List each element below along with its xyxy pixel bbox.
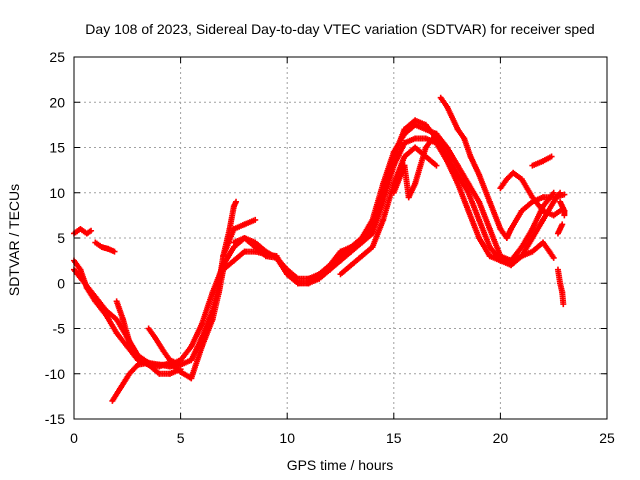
data-point-run — [241, 216, 259, 228]
data-point-run — [465, 180, 483, 205]
data-point-run — [476, 235, 493, 260]
series-track-7 — [390, 130, 440, 201]
y-tick-label: -5 — [53, 321, 66, 337]
data-point-run — [518, 176, 536, 201]
chart-title: Day 108 of 2023, Sidereal Day-to-day VTE… — [85, 21, 594, 37]
y-tick-label: 20 — [49, 94, 65, 110]
y-tick-label: 5 — [57, 230, 65, 246]
data-point-run — [358, 216, 376, 241]
data-point-run — [454, 162, 472, 187]
data-point-run — [166, 357, 184, 368]
data-point-run — [412, 144, 429, 187]
series-track-13 — [554, 266, 567, 308]
data-point-run — [152, 334, 167, 355]
data-point-run — [454, 171, 472, 196]
data-point-run — [550, 191, 568, 201]
series-track-6 — [337, 144, 440, 278]
data-point-run — [124, 343, 141, 364]
x-tick-label: 20 — [493, 430, 509, 446]
tick-labels: 0 5 10 15 20 25 -15 -10 -5 0 5 10 15 20 25 — [45, 49, 615, 446]
data-point-run — [369, 180, 387, 223]
data-point-run — [92, 298, 109, 318]
data-point-run — [188, 334, 205, 364]
y-tick-label: 0 — [57, 275, 65, 291]
series-track-15 — [92, 239, 118, 255]
data-point-run — [117, 370, 133, 391]
series-track-12 — [554, 221, 566, 237]
data-point-run — [540, 153, 555, 165]
data-point-run — [126, 339, 141, 359]
data-point-run — [518, 225, 536, 251]
y-tick-label: -15 — [45, 411, 65, 427]
data-point-run — [83, 227, 95, 237]
series-track-11 — [557, 198, 568, 219]
data-point-run — [444, 144, 461, 169]
data-point-run — [508, 207, 525, 232]
y-tick-label: 15 — [49, 140, 65, 156]
series-track-5 — [230, 135, 557, 287]
data-point-run — [326, 253, 344, 273]
data-point-run — [444, 103, 461, 133]
data-point-run — [422, 130, 440, 151]
y-axis-label: SDTVAR / TECUs — [6, 184, 22, 296]
data-point-run — [230, 198, 240, 210]
data-marks — [71, 94, 568, 404]
data-point-run — [390, 139, 408, 169]
data-point-run — [105, 245, 118, 255]
x-axis-label: GPS time / hours — [287, 457, 394, 473]
series-track-10 — [529, 153, 555, 169]
data-point-run — [177, 343, 195, 364]
y-tick-label: -10 — [45, 366, 65, 382]
data-point-run — [550, 207, 564, 219]
series-track-14 — [71, 225, 95, 237]
data-point-run — [559, 289, 567, 308]
series-track-17 — [145, 325, 184, 368]
data-point-run — [326, 248, 344, 269]
data-point-run — [561, 207, 568, 219]
data-point-run — [546, 248, 557, 261]
data-point-run — [220, 244, 237, 269]
x-tick-label: 0 — [70, 430, 78, 446]
data-point-run — [390, 130, 408, 156]
series-track-4 — [220, 216, 259, 260]
data-point-run — [166, 366, 184, 377]
data-point-run — [433, 139, 451, 165]
x-tick-label: 25 — [599, 430, 615, 446]
axis-ticks — [73, 56, 608, 420]
data-point-run — [444, 158, 461, 187]
data-point-run — [529, 216, 547, 241]
x-tick-label: 10 — [279, 430, 295, 446]
data-point-run — [529, 194, 547, 214]
series-track-9 — [497, 169, 564, 219]
y-tick-label: 10 — [49, 185, 65, 201]
y-tick-label: 25 — [49, 49, 65, 65]
grid-lines — [74, 57, 607, 419]
series-track-16 — [113, 298, 184, 377]
data-point-run — [113, 330, 131, 350]
x-tick-label: 15 — [386, 430, 402, 446]
data-point-run — [109, 384, 124, 404]
data-point-run — [81, 280, 99, 300]
data-point-run — [273, 254, 291, 278]
data-point-run — [554, 221, 566, 237]
data-point-run — [92, 293, 109, 314]
data-point-run — [188, 320, 205, 350]
x-tick-label: 5 — [177, 430, 185, 446]
data-point-run — [102, 311, 120, 337]
series-track-8 — [437, 94, 568, 241]
data-point-run — [380, 162, 397, 205]
